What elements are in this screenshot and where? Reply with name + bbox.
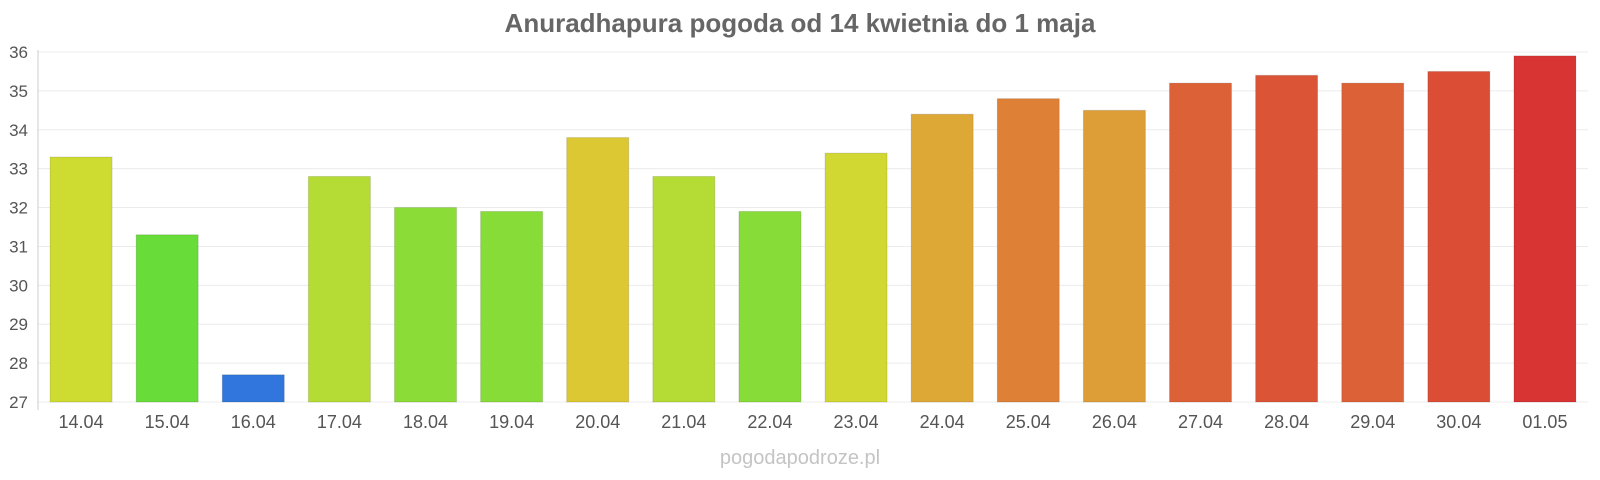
bar[interactable] — [394, 207, 457, 403]
y-tick-label: 31 — [9, 237, 28, 256]
x-tick-label: 25.04 — [1006, 412, 1051, 432]
y-tick-label: 32 — [9, 199, 28, 218]
bar[interactable] — [824, 152, 888, 403]
x-tick-label: 21.04 — [661, 412, 706, 432]
x-axis: 14.04 15.04 16.04 17.04 18.04 19.04 20.04 21.04… — [59, 412, 1568, 432]
x-tick-label: 15.04 — [145, 412, 190, 432]
bar[interactable] — [566, 137, 630, 403]
bar[interactable] — [1169, 82, 1232, 403]
chart-title: Anuradhapura pogoda od 14 kwietnia do 1 … — [505, 8, 1096, 38]
bar[interactable] — [221, 374, 285, 403]
x-tick-label: 23.04 — [834, 412, 879, 432]
x-tick-label: 20.04 — [575, 412, 620, 432]
bar[interactable] — [307, 175, 371, 403]
x-tick-label: 19.04 — [489, 412, 534, 432]
y-tick-label: 30 — [9, 276, 28, 295]
source-watermark: pogodapodroze.pl — [720, 447, 880, 469]
bar[interactable] — [1255, 74, 1319, 403]
bar[interactable] — [480, 210, 544, 403]
x-tick-label: 27.04 — [1178, 412, 1223, 432]
bar[interactable] — [49, 156, 113, 403]
bar[interactable] — [1341, 82, 1405, 403]
bar[interactable] — [996, 98, 1060, 403]
x-tick-label: 16.04 — [231, 412, 276, 432]
y-tick-label: 34 — [9, 121, 28, 140]
x-tick-label: 29.04 — [1350, 412, 1395, 432]
x-tick-label: 14.04 — [59, 412, 104, 432]
x-tick-label: 26.04 — [1092, 412, 1137, 432]
bar[interactable] — [1427, 70, 1491, 403]
x-tick-label: 28.04 — [1264, 412, 1309, 432]
bar[interactable] — [738, 210, 802, 403]
y-tick-label: 28 — [9, 354, 28, 373]
bar[interactable] — [1082, 109, 1146, 403]
bars — [49, 55, 1577, 403]
bar[interactable] — [1513, 55, 1577, 403]
gridlines — [38, 51, 1588, 403]
x-tick-label: 01.05 — [1522, 412, 1567, 432]
y-tick-label: 36 — [9, 43, 28, 62]
y-tick-label: 29 — [9, 315, 28, 334]
bar[interactable] — [910, 113, 974, 403]
y-tick-label: 35 — [9, 82, 28, 101]
y-tick-label: 33 — [9, 160, 28, 179]
y-axis: 27 28 29 30 31 32 33 34 35 36 — [9, 43, 39, 412]
x-tick-label: 22.04 — [747, 412, 792, 432]
x-tick-label: 17.04 — [317, 412, 362, 432]
x-tick-label: 18.04 — [403, 412, 448, 432]
bar[interactable] — [652, 175, 716, 403]
bar[interactable] — [135, 234, 199, 403]
x-tick-label: 30.04 — [1436, 412, 1481, 432]
y-tick-label: 27 — [9, 393, 28, 412]
x-tick-label: 24.04 — [920, 412, 965, 432]
